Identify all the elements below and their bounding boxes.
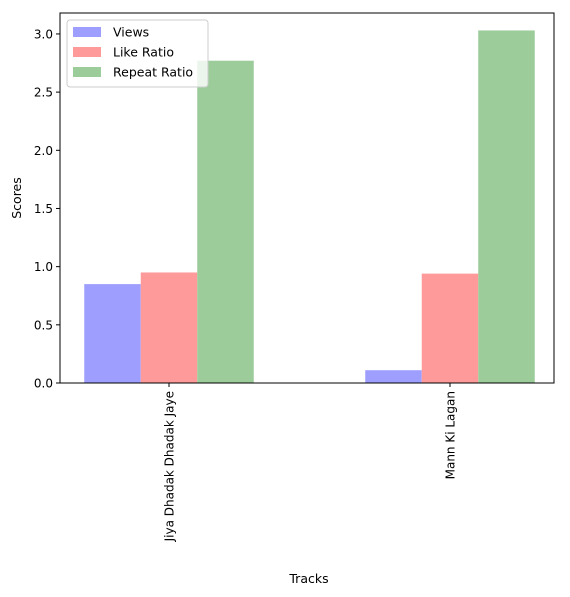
- y-tick-label: 3.0: [34, 27, 53, 41]
- y-tick-label: 1.5: [34, 202, 53, 216]
- y-axis-title: Scores: [9, 177, 24, 219]
- y-tick-label: 2.5: [34, 86, 53, 100]
- bar-repeat-ratio-0: [197, 60, 254, 383]
- bar-views-1: [365, 370, 422, 383]
- y-tick-label: 1.0: [34, 260, 53, 274]
- y-tick-label: 0.5: [34, 318, 53, 332]
- x-tick-label: Jiya Dhadak Dhadak Jaye: [163, 391, 177, 542]
- bar-views-0: [84, 284, 141, 383]
- y-axis: 0.0 0.5 1.0 1.5 2.0 2.5 3.0: [34, 27, 60, 391]
- legend-swatch: [73, 47, 101, 57]
- bars-layer: [84, 30, 535, 384]
- legend-label: Views: [113, 25, 149, 40]
- x-axis: Jiya Dhadak Dhadak Jaye Mann Ki Lagan: [163, 383, 458, 542]
- legend: Views Like Ratio Repeat Ratio: [66, 19, 209, 88]
- plot-frame: [59, 12, 555, 384]
- legend-swatch: [73, 67, 101, 77]
- bar-like-ratio-0: [140, 272, 198, 383]
- y-tick-label: 0.0: [34, 377, 53, 391]
- bar-repeat-ratio-1: [478, 30, 535, 384]
- legend-box: [66, 19, 209, 88]
- bar-like-ratio-1: [421, 273, 479, 383]
- legend-label: Like Ratio: [113, 45, 174, 60]
- y-tick-label: 2.0: [34, 144, 53, 158]
- legend-swatch: [73, 27, 101, 37]
- x-axis-title: Tracks: [288, 571, 328, 586]
- x-tick-label: Mann Ki Lagan: [444, 391, 458, 479]
- legend-label: Repeat Ratio: [113, 65, 193, 80]
